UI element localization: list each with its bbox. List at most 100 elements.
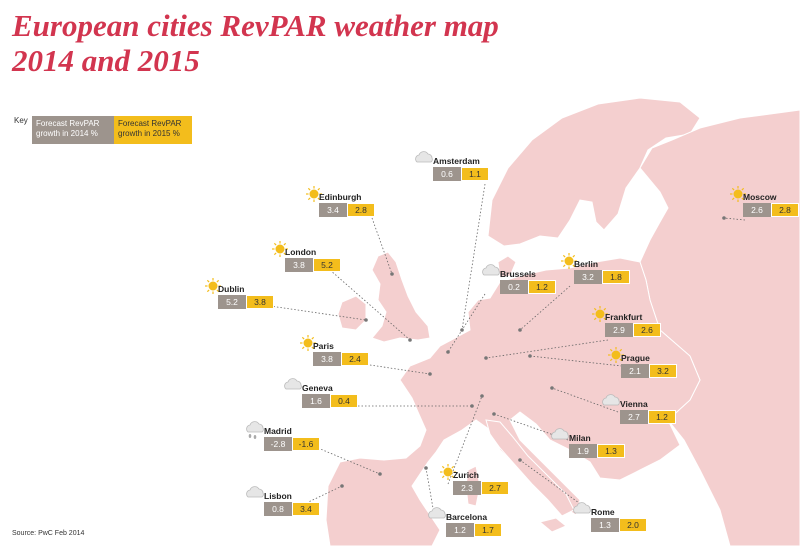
title-line-2: 2014 and 2015 [12, 43, 200, 78]
city-values: 2.7 1.2 [620, 410, 676, 424]
value-2015: 3.4 [292, 502, 320, 516]
value-2014: 3.4 [319, 203, 347, 217]
city-values: 3.8 2.4 [313, 352, 369, 366]
key-label: Key [14, 116, 28, 125]
sun-icon [299, 334, 317, 357]
cloud-icon [571, 500, 593, 525]
city-name: Edinburgh [319, 192, 362, 202]
value-2014: 1.9 [569, 444, 597, 458]
value-2015: 3.8 [246, 295, 274, 309]
city-name: Berlin [574, 259, 599, 269]
cloud-icon [480, 262, 502, 287]
value-2015: 0.4 [330, 394, 358, 408]
sun-icon [560, 252, 578, 275]
value-2015: 2.4 [341, 352, 369, 366]
cloud-icon [600, 392, 622, 417]
city-name: Zurich [453, 470, 479, 480]
city-values: 1.3 2.0 [591, 518, 647, 532]
value-2014: 3.8 [313, 352, 341, 366]
value-2015: 3.2 [649, 364, 677, 378]
denmark-landmass [497, 255, 517, 279]
city-name: Paris [313, 341, 334, 351]
city-values: 5.2 3.8 [218, 295, 274, 309]
city-values: 0.8 3.4 [264, 502, 320, 516]
sun-icon [439, 463, 457, 486]
sun-icon [305, 185, 323, 208]
italy-landmass [485, 419, 575, 517]
value-2014: 2.3 [453, 481, 481, 495]
value-2014: 3.8 [285, 258, 313, 272]
russia-landmass [639, 109, 800, 546]
cloud-icon [413, 149, 435, 174]
city-values: 2.9 2.6 [605, 323, 661, 337]
city-values: -2.8 -1.6 [264, 437, 320, 451]
city-values: 3.4 2.8 [319, 203, 375, 217]
city-name: Prague [621, 353, 650, 363]
value-2014: 0.2 [500, 280, 528, 294]
value-2015: 2.8 [347, 203, 375, 217]
city-name: Rome [591, 507, 615, 517]
city-name: Geneva [302, 383, 333, 393]
city-name: Amsterdam [433, 156, 480, 166]
sun-icon [271, 240, 289, 263]
value-2015: 1.3 [597, 444, 625, 458]
value-2014: 0.8 [264, 502, 292, 516]
source-note: Source: PwC Feb 2014 [12, 530, 85, 537]
value-2014: 2.9 [605, 323, 633, 337]
value-2015: 2.7 [481, 481, 509, 495]
value-2014: 2.6 [743, 203, 771, 217]
value-2015: -1.6 [292, 437, 320, 451]
city-name: Milan [569, 433, 591, 443]
value-2015: 2.0 [619, 518, 647, 532]
sicily-landmass [538, 517, 567, 533]
city-name: Moscow [743, 192, 777, 202]
value-2014: 2.7 [620, 410, 648, 424]
city-values: 1.2 1.7 [446, 523, 502, 537]
city-name: Barcelona [446, 512, 488, 522]
city-values: 1.9 1.3 [569, 444, 625, 458]
city-name: Dublin [218, 284, 245, 294]
title-line-1: European cities RevPAR weather map [12, 8, 499, 43]
value-2015: 1.1 [461, 167, 489, 181]
cloud-icon [244, 484, 266, 509]
value-2015: 1.2 [648, 410, 676, 424]
key-2015-swatch: Forecast RevPAR growth in 2015 % [114, 116, 192, 144]
city-values: 3.2 1.8 [574, 270, 630, 284]
city-values: 2.3 2.7 [453, 481, 509, 495]
value-2014: 2.1 [621, 364, 649, 378]
sun-icon [729, 185, 747, 208]
value-2014: 0.6 [433, 167, 461, 181]
value-2014: 3.2 [574, 270, 602, 284]
city-values: 1.6 0.4 [302, 394, 358, 408]
city-name: Vienna [620, 399, 648, 409]
value-2014: 1.2 [446, 523, 474, 537]
city-values: 3.8 5.2 [285, 258, 341, 272]
city-values: 0.2 1.2 [500, 280, 556, 294]
value-2015: 5.2 [313, 258, 341, 272]
city-name: Frankfurt [605, 312, 643, 322]
city-name: Brussels [500, 269, 536, 279]
key-2014-swatch: Forecast RevPAR growth in 2014 % [32, 116, 114, 144]
map-title: European cities RevPAR weather map 2014 … [12, 8, 499, 78]
city-values: 0.6 1.1 [433, 167, 489, 181]
city-values: 2.1 3.2 [621, 364, 677, 378]
sun-icon [607, 346, 625, 369]
city-name: Madrid [264, 426, 292, 436]
value-2014: -2.8 [264, 437, 292, 451]
value-2015: 1.7 [474, 523, 502, 537]
sun-icon [204, 277, 222, 300]
value-2015: 2.8 [771, 203, 799, 217]
city-name: London [285, 247, 317, 257]
city-values: 2.6 2.8 [743, 203, 799, 217]
value-2014: 5.2 [218, 295, 246, 309]
sun-icon [591, 305, 609, 328]
cloud-icon [549, 426, 571, 451]
cloud-icon [426, 505, 448, 530]
ireland-landmass [337, 295, 367, 331]
value-2015: 1.8 [602, 270, 630, 284]
value-2014: 1.3 [591, 518, 619, 532]
value-2015: 2.6 [633, 323, 661, 337]
value-2014: 1.6 [302, 394, 330, 408]
value-2015: 1.2 [528, 280, 556, 294]
